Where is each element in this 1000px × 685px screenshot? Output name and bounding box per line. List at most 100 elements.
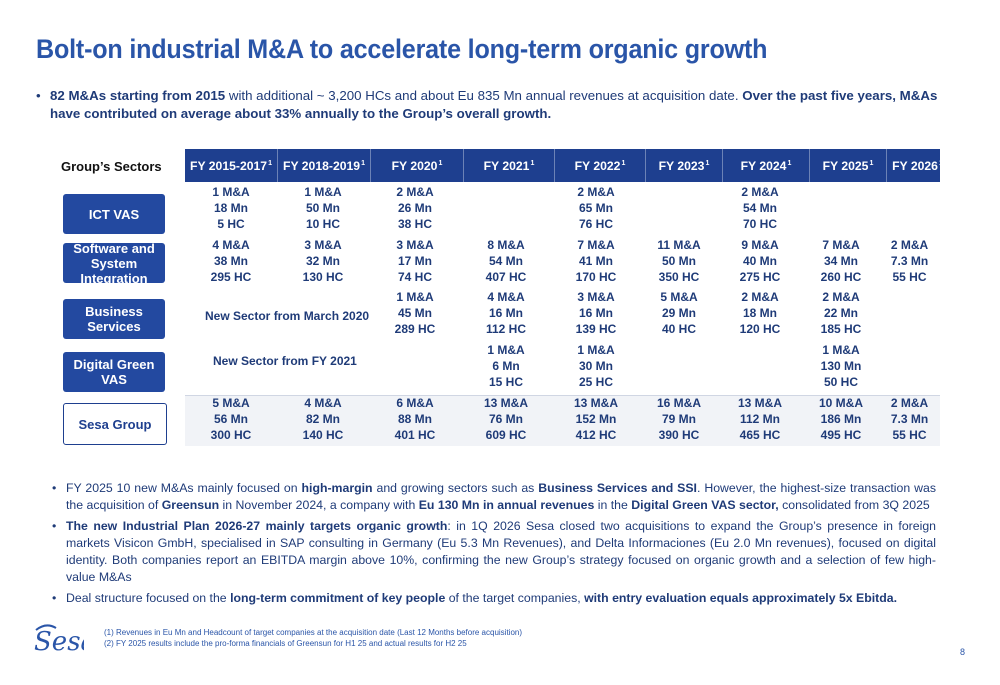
cell-line: 275 HC [739, 270, 781, 284]
cell-line: 260 HC [820, 270, 862, 284]
table-row: Digital Green VAS 1 M&A 6 Mn 15 HC 1 M&A 30 M… [55, 342, 940, 394]
cell-line: 25 HC [578, 375, 613, 389]
cell-line: 2 M&A [396, 185, 434, 199]
cell-line: 65 Mn [578, 201, 613, 215]
bullet-text: : in 1Q 2026 Sesa closed two acquisition… [66, 519, 937, 584]
cell-line: 26 Mn [397, 201, 432, 215]
bullet-text: and growing sectors such as [372, 481, 539, 495]
table-cell: 2 M&A 7.3 Mn 55 HC [879, 395, 940, 443]
cell-line: 130 HC [302, 270, 344, 284]
cell-line: 32 Mn [305, 254, 340, 268]
cell-line: 3 M&A [396, 238, 434, 252]
table-cell: 1 M&A 6 Mn 15 HC [461, 342, 551, 390]
cell-line: 38 HC [397, 217, 432, 231]
cell-line: 5 M&A [660, 290, 698, 304]
cell-line: 40 HC [661, 322, 696, 336]
bullet-item: • FY 2025 10 new M&As mainly focused on h… [52, 480, 936, 514]
column-header-8: FY 2025 1 [810, 149, 887, 182]
intro-bullet: • 82 M&As starting from 2015 with additi… [36, 87, 945, 123]
table-cell: 8 M&A 54 Mn 407 HC [461, 237, 551, 285]
cell-line: 9 M&A [741, 238, 779, 252]
cell-line: 289 HC [394, 322, 436, 336]
cell-line: 112 HC [485, 322, 527, 336]
footnote-2: (2) FY 2025 results include the pro-form… [104, 639, 467, 648]
cell-line: 7.3 Mn [890, 254, 929, 268]
cell-line: 79 Mn [661, 412, 696, 426]
cell-line: 7 M&A [577, 238, 615, 252]
table-cell: 2 M&A 7.3 Mn 55 HC [879, 237, 940, 285]
column-header-7: FY 2024 1 [723, 149, 810, 182]
cell-line: 18 Mn [213, 201, 248, 215]
cell-line: 4 M&A [487, 290, 525, 304]
cell-line: 30 Mn [578, 359, 613, 373]
cell-line: 112 Mn [739, 412, 781, 426]
cell-line: 495 HC [820, 428, 862, 442]
cell-line: 609 HC [485, 428, 527, 442]
bullet-text: with entry evaluation equals approximate… [584, 591, 898, 605]
bullet-text: high-margin [301, 481, 373, 495]
cell-line: 40 Mn [742, 254, 777, 268]
cell-line: 2 M&A [741, 290, 779, 304]
cell-line: 2 M&A [890, 396, 929, 410]
page-title: Bolt-on industrial M&A to accelerate lon… [36, 34, 768, 64]
cell-line: 45 Mn [397, 306, 432, 320]
bullet-dot: • [52, 591, 57, 605]
bullet-text: consolidated from 3Q 2025 [778, 498, 930, 512]
bullet-text: . However, the highest-size transaction … [66, 481, 936, 512]
table-cell: 6 M&A 88 Mn 401 HC [369, 395, 461, 443]
table-cell: 1 M&A 50 Mn 10 HC [277, 184, 369, 232]
cell-line: 10 HC [305, 217, 340, 231]
column-header-3: FY 2020 1 [371, 149, 464, 182]
table-cell: 3 M&A 32 Mn 130 HC [277, 237, 369, 285]
table-cell: 4 M&A 38 Mn 295 HC [185, 237, 277, 285]
footnote-1: (1) Revenues in Eu Mn and Headcount of t… [104, 628, 523, 637]
table-cell: 2 M&A 18 Mn 120 HC [717, 289, 803, 337]
bullet-list: • FY 2025 10 new M&As mainly focused on h… [52, 480, 937, 611]
table-cell: 3 M&A 17 Mn 74 HC [369, 237, 461, 285]
total-row-background [185, 395, 940, 446]
cell-line: 3 M&A [304, 238, 342, 252]
table-cell: 3 M&A 16 Mn 139 HC [551, 289, 641, 337]
cell-line: 76 HC [578, 217, 613, 231]
cell-line: 38 Mn [213, 254, 248, 268]
cell-line: 1 M&A [212, 185, 250, 199]
cell-line: 54 Mn [742, 201, 777, 215]
table-cell: 1 M&A 18 Mn 5 HC [185, 184, 277, 232]
sector-label: Sesa Group [63, 403, 167, 445]
cell-line: 7 M&A [822, 238, 860, 252]
new-sector-note: New Sector from March 2020 [205, 309, 370, 323]
cell-line: 6 M&A [396, 396, 434, 410]
sector-label: Digital Green VAS [63, 352, 165, 392]
cell-line: 88 Mn [397, 412, 432, 426]
cell-line: 6 Mn [492, 359, 520, 373]
table-cell: 13 M&A 152 Mn 412 HC [551, 395, 641, 443]
cell-line: 2 M&A [822, 290, 860, 304]
table-cell: 2 M&A 65 Mn 76 HC [551, 184, 641, 232]
bullet-item: • The new Industrial Plan 2026-27 mainly … [52, 518, 937, 586]
table-row: ICT VAS 1 M&A 18 Mn 5 HC 1 M&A 50 Mn 10 HC 2 M&… [55, 184, 940, 236]
cell-line: 50 Mn [305, 201, 340, 215]
cell-line: 34 Mn [823, 254, 858, 268]
table-cell: 16 M&A 79 Mn 390 HC [641, 395, 717, 443]
bullet-dot: • [52, 481, 57, 495]
table-cell: 1 M&A 130 Mn 50 HC [803, 342, 879, 390]
cell-line: 401 HC [394, 428, 436, 442]
cell-line: 185 HC [820, 322, 862, 336]
cell-line: 56 Mn [213, 412, 248, 426]
cell-line: 152 Mn [575, 412, 617, 426]
cell-line: 1 M&A [487, 343, 525, 357]
cell-line: 10 M&A [818, 396, 863, 410]
bullet-text: Eu 130 Mn in annual revenues [418, 498, 595, 512]
table-cell: 1 M&A 45 Mn 289 HC [369, 289, 461, 337]
cell-line: 76 Mn [488, 412, 523, 426]
cell-line: 5 HC [217, 217, 245, 231]
table-cell: 7 M&A 34 Mn 260 HC [803, 237, 879, 285]
sector-label: Business Services [63, 299, 165, 339]
cell-line: 4 M&A [304, 396, 342, 410]
table-cell: 4 M&A 16 Mn 112 HC [461, 289, 551, 337]
table-cell: 11 M&A 50 Mn 350 HC [641, 237, 717, 285]
sectors-header: Group’s Sectors [61, 159, 162, 174]
cell-line: 120 HC [739, 322, 781, 336]
cell-line: 139 HC [575, 322, 617, 336]
cell-line: 407 HC [485, 270, 527, 284]
